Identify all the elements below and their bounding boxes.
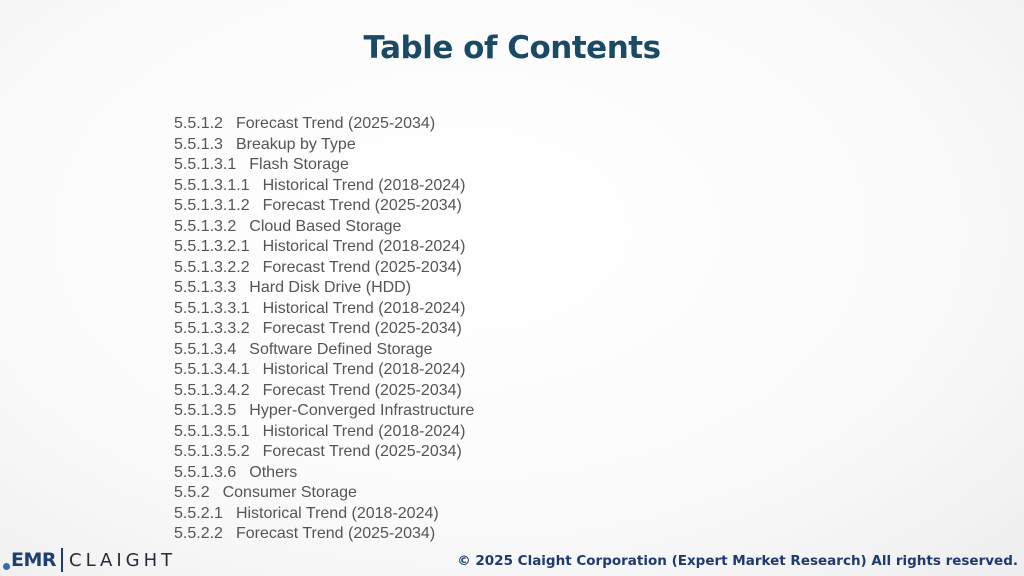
toc-item-number: 5.5.1.3.1.1 [174,176,250,194]
toc-item-number: 5.5.1.3.5 [174,402,237,419]
toc-item-number: 5.5.1.3.3.2 [174,320,250,337]
toc-item: 5.5.1.3 Breakup by Type [174,135,474,156]
toc-item: 5.5.1.2 Forecast Trend (2025-2034) [174,114,474,135]
logo-emr-text: EMR [11,549,57,571]
toc-item-number: 5.5.1.3.4.2 [174,381,250,399]
toc-item: 5.5.1.3.3.2 Forecast Trend (2025-2034) [174,319,474,340]
toc-item-title: Hard Disk Drive (HDD) [249,279,412,296]
toc-item: 5.5.1.3.2.1 Historical Trend (2018-2024) [174,237,474,258]
toc-item: 5.5.1.3.3.1 Historical Trend (2018-2024) [174,299,474,320]
toc-item-number: 5.5.1.3.2 [174,217,237,235]
page-title: Table of Contents [363,30,661,66]
toc-item-number: 5.5.1.3.5.1 [174,422,250,440]
toc-item-number: 5.5.1.3.2.1 [174,238,250,255]
toc-item-number: 5.5.2 [174,484,210,501]
toc-item: 5.5.1.3.1.2 Forecast Trend (2025-2034) [174,196,474,217]
toc-item-number: 5.5.1.3.3.1 [174,299,250,317]
copyright-notice: © 2025 Claight Corporation (Expert Marke… [457,553,1018,569]
toc-item-number: 5.5.1.3 [174,135,223,153]
toc-item: 5.5.2.2 Forecast Trend (2025-2034) [174,524,474,545]
toc-item-title: Breakup by Type [235,135,356,153]
toc-item-number: 5.5.1.3.5.2 [174,443,250,460]
toc-item: 5.5.1.3.5.1 Historical Trend (2018-2024) [174,422,474,443]
toc-item-title: Historical Trend (2018-2024) [262,176,466,194]
toc-item-number: 5.5.2.1 [174,504,223,522]
toc-item: 5.5.1.3.2.2 Forecast Trend (2025-2034) [174,258,474,279]
toc-item-number: 5.5.1.3.3 [174,279,237,296]
company-logo: EMR CLAIGHT [3,545,176,575]
toc-item-title: Consumer Storage [222,484,357,501]
toc-item-title: Historical Trend (2018-2024) [262,299,466,317]
toc-item: 5.5.1.3.2 Cloud Based Storage [174,217,474,238]
toc-item-title: Hyper-Converged Infrastructure [249,402,475,419]
toc-item: 5.5.1.3.4.2 Forecast Trend (2025-2034) [174,381,474,402]
toc-item-title: Flash Storage [249,156,349,173]
table-of-contents-list: 5.5.1.2 Forecast Trend (2025-2034) 5.5.1.3… [174,114,474,545]
toc-item-title: Cloud Based Storage [249,217,402,235]
toc-item-title: Forecast Trend (2025-2034) [262,381,462,399]
toc-item-title: Forecast Trend (2025-2034) [262,258,462,276]
toc-item: 5.5.1.3.6 Others [174,463,474,484]
toc-item-title: Historical Trend (2018-2024) [262,238,466,255]
toc-item: 5.5.1.3.4 Software Defined Storage [174,340,474,361]
toc-item: 5.5.2.1 Historical Trend (2018-2024) [174,504,474,525]
toc-item-title: Forecast Trend (2025-2034) [235,525,436,542]
toc-item: 5.5.2 Consumer Storage [174,483,474,504]
toc-item: 5.5.1.3.4.1 Historical Trend (2018-2024) [174,360,474,381]
logo-claight-text: CLAIGHT [69,549,177,571]
toc-item-title: Historical Trend (2018-2024) [262,361,466,378]
toc-item-number: 5.5.1.3.1.2 [174,197,250,214]
toc-item-title: Historical Trend (2018-2024) [262,422,466,440]
toc-item-title: Historical Trend (2018-2024) [235,504,439,522]
toc-item-title: Forecast Trend (2025-2034) [262,443,462,460]
toc-item-title: Forecast Trend (2025-2034) [235,115,436,132]
toc-item-number: 5.5.2.2 [174,525,223,542]
logo-dot-icon [3,562,10,570]
toc-item-title: Forecast Trend (2025-2034) [262,320,462,337]
toc-item-number: 5.5.1.2 [174,115,223,132]
toc-item-number: 5.5.1.3.4 [174,340,237,358]
toc-item-number: 5.5.1.3.2.2 [174,258,250,276]
toc-item-title: Forecast Trend (2025-2034) [262,197,462,214]
toc-item-title: Software Defined Storage [249,340,433,358]
toc-item-title: Others [249,463,298,481]
toc-item: 5.5.1.3.3 Hard Disk Drive (HDD) [174,278,474,299]
toc-item: 5.5.1.3.1.1 Historical Trend (2018-2024) [174,176,474,197]
toc-item-number: 5.5.1.3.4.1 [174,361,250,378]
toc-item: 5.5.1.3.5.2 Forecast Trend (2025-2034) [174,442,474,463]
logo-divider [61,548,64,572]
toc-item-number: 5.5.1.3.1 [174,156,237,173]
toc-item: 5.5.1.3.5 Hyper-Converged Infrastructure [174,401,474,422]
toc-item: 5.5.1.3.1 Flash Storage [174,155,474,176]
toc-item-number: 5.5.1.3.6 [174,463,237,481]
